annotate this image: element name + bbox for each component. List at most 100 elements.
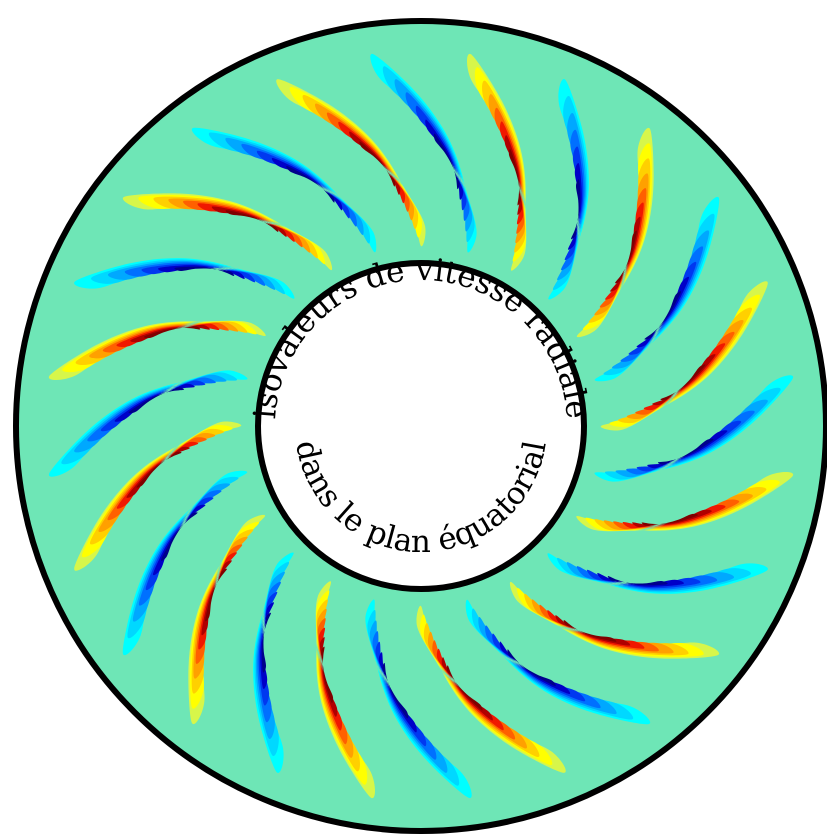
isovalue-band bbox=[153, 504, 206, 576]
isovalue-band bbox=[465, 599, 651, 725]
isovalue-band bbox=[471, 608, 634, 720]
isovalue-band bbox=[618, 307, 753, 424]
isovalue-band bbox=[594, 196, 720, 382]
outer-boundary-circle bbox=[13, 18, 827, 834]
isovalue-band bbox=[603, 213, 715, 376]
positive-velocity-cell bbox=[122, 193, 333, 271]
isovalue-band bbox=[632, 509, 712, 528]
isovalue-band bbox=[130, 324, 210, 343]
isovalue-band bbox=[127, 476, 239, 639]
negative-velocity-cell bbox=[370, 53, 477, 253]
negative-velocity-cell bbox=[365, 599, 472, 799]
isovalue-band bbox=[641, 513, 699, 526]
negative-velocity-cell bbox=[548, 79, 589, 300]
isovalue-band bbox=[652, 354, 716, 406]
isovalue-band bbox=[122, 470, 248, 656]
isovalue-band bbox=[338, 121, 406, 204]
isovalue-band bbox=[611, 230, 710, 369]
isovalue-band bbox=[225, 137, 364, 236]
positive-velocity-cell bbox=[416, 605, 566, 773]
isovalue-band bbox=[98, 432, 216, 533]
isovalue-band bbox=[620, 246, 704, 362]
isovalue-band bbox=[319, 637, 338, 717]
positive-velocity-cell bbox=[48, 320, 266, 381]
isovalue-band bbox=[100, 380, 206, 432]
isovalue-band bbox=[375, 641, 427, 747]
isovalue-band bbox=[256, 150, 350, 219]
isovalue-band bbox=[382, 662, 409, 719]
isovalue-band bbox=[81, 425, 233, 558]
isovalue-band bbox=[87, 377, 216, 442]
isovalue-band bbox=[628, 261, 697, 355]
isovalue-band bbox=[372, 631, 437, 760]
isovalue-band bbox=[607, 575, 668, 586]
isovalue-band bbox=[599, 188, 647, 308]
isovalue-band bbox=[241, 143, 357, 227]
isovalue-band bbox=[416, 605, 566, 773]
isovalue-band bbox=[600, 281, 768, 431]
isovalue-band bbox=[614, 230, 637, 284]
isovalue-band bbox=[138, 490, 222, 606]
negative-velocity-cell bbox=[594, 375, 794, 482]
positive-velocity-cell bbox=[315, 581, 376, 799]
isovalue-band bbox=[289, 86, 422, 238]
positive-velocity-cell bbox=[74, 421, 242, 571]
isovalue-band bbox=[205, 568, 228, 622]
isovalue-band bbox=[539, 604, 659, 652]
isovalue-band bbox=[441, 657, 493, 721]
isovalue-band bbox=[89, 428, 224, 545]
isovalue-band bbox=[643, 343, 726, 411]
isovalue-band bbox=[436, 648, 504, 731]
isovalue-band bbox=[636, 420, 742, 472]
negative-velocity-cell bbox=[191, 127, 377, 253]
positive-velocity-cell bbox=[276, 79, 426, 247]
isovalue-band bbox=[604, 387, 781, 480]
isovalue-band bbox=[183, 200, 303, 248]
isovalue-band bbox=[132, 483, 231, 622]
isovalue-band bbox=[427, 631, 528, 749]
negative-velocity-cell bbox=[253, 552, 294, 773]
isovalue-band bbox=[485, 625, 601, 709]
isovalue-band bbox=[433, 133, 460, 190]
isovalue-band bbox=[478, 616, 617, 715]
isovalue-band bbox=[570, 179, 581, 240]
isovalue-band bbox=[492, 633, 586, 702]
isovalue-band bbox=[191, 127, 377, 253]
isovalue-band bbox=[615, 399, 768, 478]
isovalue-band bbox=[394, 79, 473, 232]
isovalue-band bbox=[508, 148, 521, 206]
isovalue-band bbox=[555, 615, 631, 646]
isovalue-band bbox=[644, 291, 681, 340]
isovalue-band bbox=[143, 326, 201, 339]
isovalue-band bbox=[594, 375, 794, 482]
isovalue-band bbox=[446, 665, 483, 711]
isovalue-band bbox=[211, 206, 287, 237]
isovalue-band bbox=[405, 92, 470, 221]
isovalue-band bbox=[276, 79, 426, 247]
isovalue-band bbox=[271, 158, 343, 211]
isovalue-band bbox=[107, 437, 207, 521]
positive-velocity-cell bbox=[509, 581, 720, 659]
isovalue-cells bbox=[48, 53, 794, 799]
inner-core-disk bbox=[255, 260, 587, 592]
isovalue-band bbox=[370, 53, 477, 253]
negative-velocity-cell bbox=[122, 470, 248, 656]
isovalue-band bbox=[128, 387, 185, 414]
isovalue-band bbox=[507, 649, 556, 686]
isovalue-band bbox=[563, 619, 617, 642]
isovalue-band bbox=[326, 112, 410, 212]
isovalue-band bbox=[136, 451, 182, 488]
isovalue-band bbox=[195, 544, 243, 664]
isovalue-band bbox=[626, 410, 755, 475]
isovalue-band bbox=[261, 612, 272, 673]
isovalue-band bbox=[116, 441, 199, 509]
isovalue-band bbox=[225, 210, 279, 233]
isovalue-band bbox=[61, 372, 238, 465]
negative-velocity-cell bbox=[74, 258, 295, 299]
isovalue-band bbox=[74, 421, 242, 571]
isovalue-band bbox=[609, 294, 761, 427]
isovalue-band bbox=[420, 614, 553, 766]
isovalue-band bbox=[610, 216, 641, 292]
isovalue-band bbox=[647, 430, 728, 469]
